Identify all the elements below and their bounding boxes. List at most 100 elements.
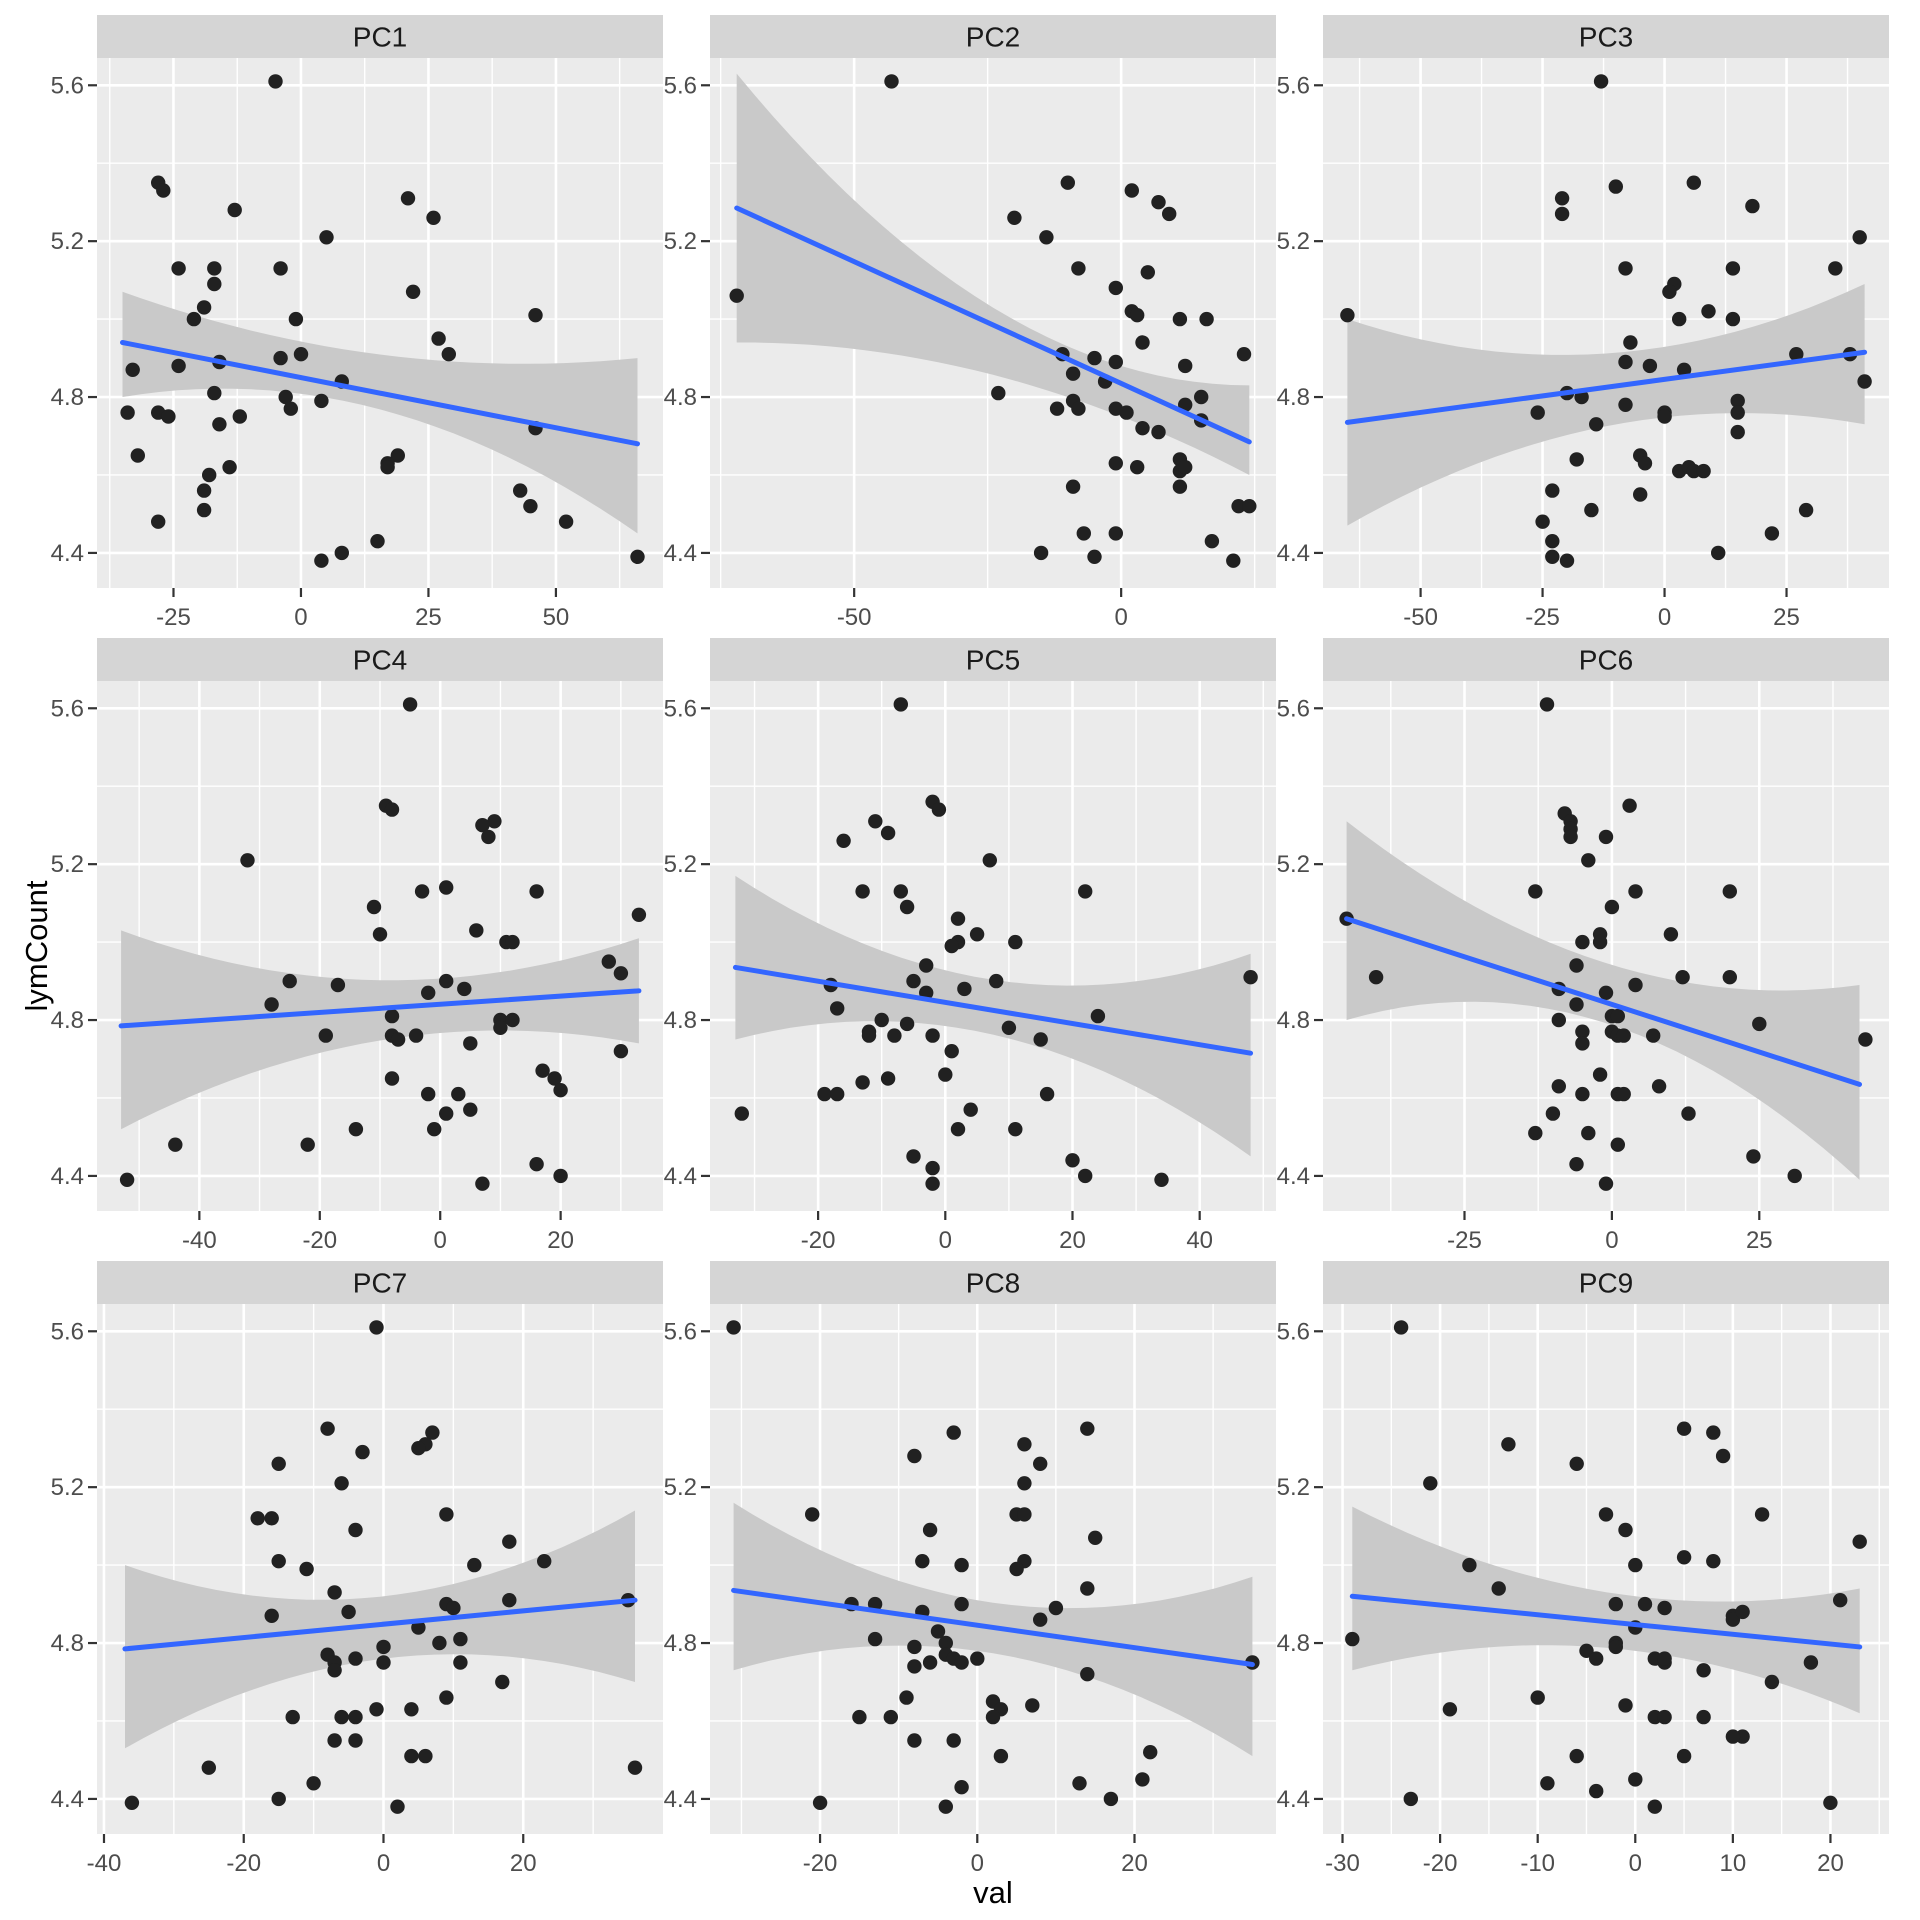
- facet-strip-label: PC8: [966, 1268, 1020, 1299]
- facet-PC8: PC8 -20 0 20 4.4 4.8 5.2 5.6: [664, 1261, 1276, 1877]
- scatter-point: [1151, 195, 1166, 210]
- scatter-point: [1551, 1079, 1567, 1094]
- scatter-point: [369, 1702, 384, 1717]
- scatter-point: [627, 1760, 643, 1775]
- facet-PC9: PC9 -30 -20 -10 0 10 20 4.4 4.8 5.2 5.6: [1277, 1261, 1889, 1877]
- scatter-point: [201, 1760, 216, 1775]
- scatter-point: [1442, 1702, 1458, 1717]
- scatter-point: [299, 1561, 314, 1577]
- trend-line: [731, 1587, 1255, 1667]
- scatter-point: [1616, 1086, 1631, 1102]
- scatter-point: [439, 1106, 454, 1121]
- scatter-point: [970, 1651, 985, 1666]
- scatter-point: [1007, 210, 1022, 225]
- scatter-point: [1078, 884, 1093, 899]
- scatter-point: [268, 74, 283, 89]
- scatter-point: [1608, 1596, 1624, 1612]
- confidence-band: [122, 291, 638, 534]
- y-tick-label: 5.2: [51, 228, 84, 255]
- x-tick-label: 40: [1186, 1227, 1213, 1254]
- scatter-point: [463, 1102, 478, 1117]
- facet-strip-label: PC1: [353, 22, 407, 53]
- panel-content: [118, 697, 647, 1191]
- y-tick-label: 4.8: [1277, 1630, 1310, 1657]
- x-tick-label: 20: [1059, 1227, 1086, 1254]
- scatter-point: [993, 1748, 1009, 1764]
- y-tick-label: 5.6: [51, 1318, 84, 1345]
- y-tick-label: 5.6: [51, 695, 84, 722]
- x-tick-label: 0: [377, 1850, 390, 1877]
- scatter-point: [1226, 553, 1241, 568]
- scatter-point: [320, 1421, 335, 1436]
- y-tick-label: 5.2: [51, 851, 84, 878]
- y-tick-label: 4.4: [664, 1786, 697, 1813]
- scatter-point: [907, 1659, 922, 1674]
- scatter-point: [884, 74, 899, 89]
- scatter-point: [487, 814, 502, 829]
- scatter-point: [202, 467, 217, 483]
- facet-PC6: PC6 -25 0 25 4.4 4.8 5.2 5.6: [1277, 638, 1889, 1254]
- scatter-point: [1706, 1425, 1721, 1440]
- scatter-point: [513, 483, 528, 498]
- scatter-point: [944, 1044, 959, 1059]
- scatter-point: [836, 833, 851, 848]
- scatter-point: [171, 358, 186, 374]
- scatter-point: [271, 1456, 286, 1472]
- scatter-point: [1647, 1799, 1663, 1814]
- scatter-point: [1071, 261, 1086, 276]
- scatter-point: [528, 308, 543, 323]
- scatter-point: [493, 1020, 508, 1035]
- scatter-point: [925, 1160, 940, 1176]
- scatter-point: [469, 923, 484, 938]
- scatter-point: [867, 1631, 883, 1647]
- scatter-point: [1616, 1028, 1631, 1043]
- scatter-point: [1540, 1776, 1555, 1791]
- scatter-point: [439, 973, 454, 989]
- panel-content: [122, 1320, 643, 1814]
- scatter-point: [1696, 463, 1711, 479]
- scatter-point: [1087, 549, 1102, 564]
- scatter-point: [1199, 311, 1214, 327]
- scatter-point: [1852, 1534, 1867, 1549]
- scatter-point: [475, 818, 490, 833]
- scatter-point: [1604, 899, 1620, 915]
- scatter-point: [334, 1476, 349, 1491]
- scatter-point: [502, 1534, 517, 1549]
- facet-PC3: PC3 -50 -25 0 25 4.4 4.8 5.2 5.6: [1277, 15, 1889, 631]
- scatter-point: [348, 1522, 363, 1538]
- scatter-point: [535, 1063, 550, 1078]
- x-tick-label: -25: [156, 604, 191, 631]
- scatter-point: [1575, 1086, 1590, 1102]
- scatter-point: [1715, 1448, 1731, 1464]
- scatter-point: [1608, 179, 1624, 194]
- scatter-point: [1628, 977, 1643, 993]
- scatter-point: [1545, 549, 1560, 564]
- scatter-point: [421, 985, 436, 1000]
- scatter-point: [1618, 1522, 1633, 1538]
- scatter-point: [830, 1001, 845, 1016]
- scatter-point: [1530, 405, 1545, 420]
- y-tick-label: 5.6: [664, 72, 697, 99]
- facet-strip: [710, 1261, 1276, 1304]
- scatter-point: [1598, 1507, 1614, 1522]
- scatter-point: [812, 1795, 828, 1811]
- trend-line: [732, 964, 1254, 1056]
- scatter-point: [969, 927, 985, 942]
- scatter-point: [421, 1086, 436, 1102]
- scatter-point: [502, 1593, 517, 1608]
- scatter-point: [899, 1016, 915, 1032]
- scatter-point: [1204, 534, 1220, 549]
- scatter-point: [1065, 479, 1081, 494]
- scatter-point: [523, 499, 538, 514]
- scatter-point: [278, 389, 293, 405]
- scatter-point: [457, 981, 472, 997]
- scatter-point: [1735, 1604, 1750, 1620]
- scatter-point: [1080, 1581, 1095, 1596]
- scatter-point: [1025, 1698, 1040, 1713]
- scatter-point: [168, 1137, 183, 1152]
- scatter-point: [1623, 335, 1638, 350]
- scatter-point: [282, 973, 297, 989]
- scatter-point: [1130, 460, 1145, 475]
- scatter-point: [1231, 499, 1246, 514]
- scatter-point: [327, 1733, 342, 1748]
